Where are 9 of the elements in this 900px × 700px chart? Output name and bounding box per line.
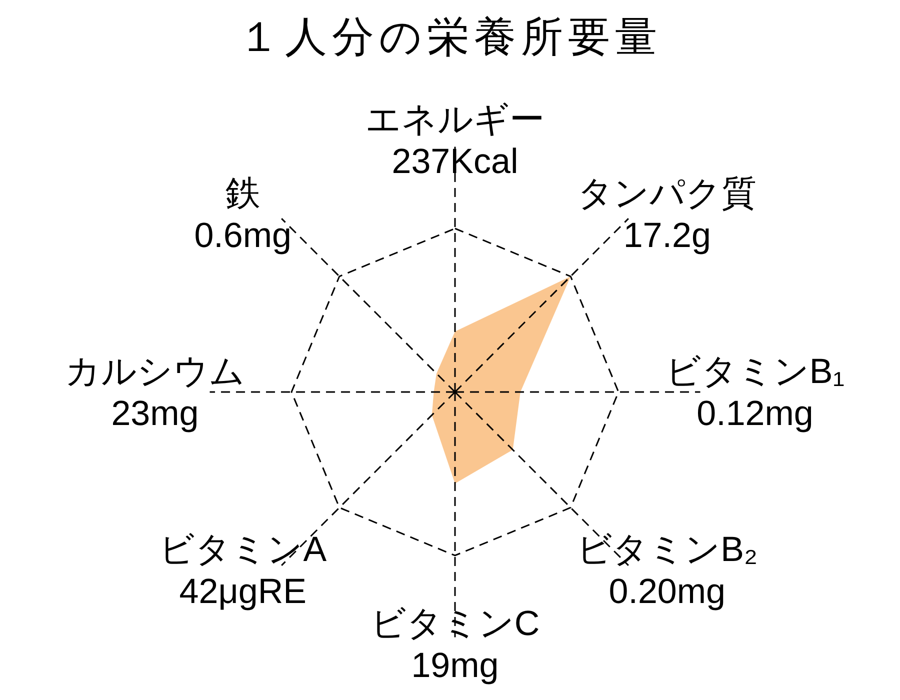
spoke-label: ビタミンB₁ 0.12mg — [665, 352, 845, 432]
spoke-label: カルシウム 23mg — [65, 352, 245, 432]
spoke-label: エネルギー 237Kcal — [366, 100, 544, 180]
spoke-label: ビタミンC 19mg — [370, 604, 540, 684]
chart-title: １人分の栄養所要量 — [238, 12, 662, 60]
spoke-label: タンパク質 17.2g — [578, 173, 757, 254]
spoke-label: ビタミンA 42μgRE — [159, 530, 328, 611]
spoke-label: ビタミンB₂ 0.20mg — [576, 530, 758, 611]
spoke-label: 鉄 0.6mg — [194, 173, 292, 254]
